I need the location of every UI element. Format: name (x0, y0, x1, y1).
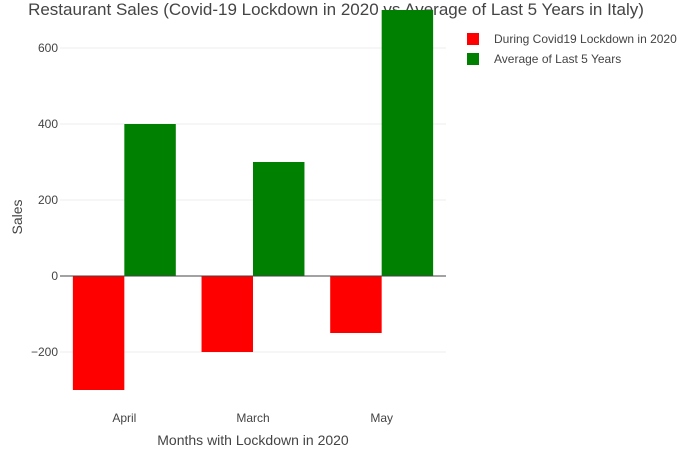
y-tick-label: 600 (38, 41, 58, 55)
y-tick-label: −200 (31, 345, 58, 359)
bar (253, 162, 305, 276)
bar (72, 276, 125, 390)
y-tick-label: 200 (38, 193, 58, 207)
x-tick-label: March (236, 411, 269, 425)
x-axis-ticks: April March May (112, 411, 393, 425)
bar (124, 124, 176, 276)
y-axis-title: Sales (9, 199, 25, 234)
bars (72, 10, 434, 390)
x-tick-label: May (370, 411, 393, 425)
legend: During Covid19 Lockdown in 2020 Average o… (467, 32, 677, 66)
x-tick-label: April (112, 411, 136, 425)
chart-title: Restaurant Sales (Covid-19 Lockdown in 2… (28, 0, 644, 19)
y-axis-ticks: −200 0 200 400 600 (31, 41, 58, 359)
y-tick-label: 0 (51, 269, 58, 283)
legend-label: During Covid19 Lockdown in 2020 (494, 32, 677, 46)
legend-swatch (467, 53, 479, 65)
y-tick-label: 400 (38, 117, 58, 131)
legend-swatch (467, 33, 479, 45)
bar (330, 276, 382, 333)
bar (381, 10, 434, 276)
x-axis-title: Months with Lockdown in 2020 (157, 432, 349, 448)
legend-label: Average of Last 5 Years (494, 52, 621, 66)
bar (201, 276, 253, 352)
